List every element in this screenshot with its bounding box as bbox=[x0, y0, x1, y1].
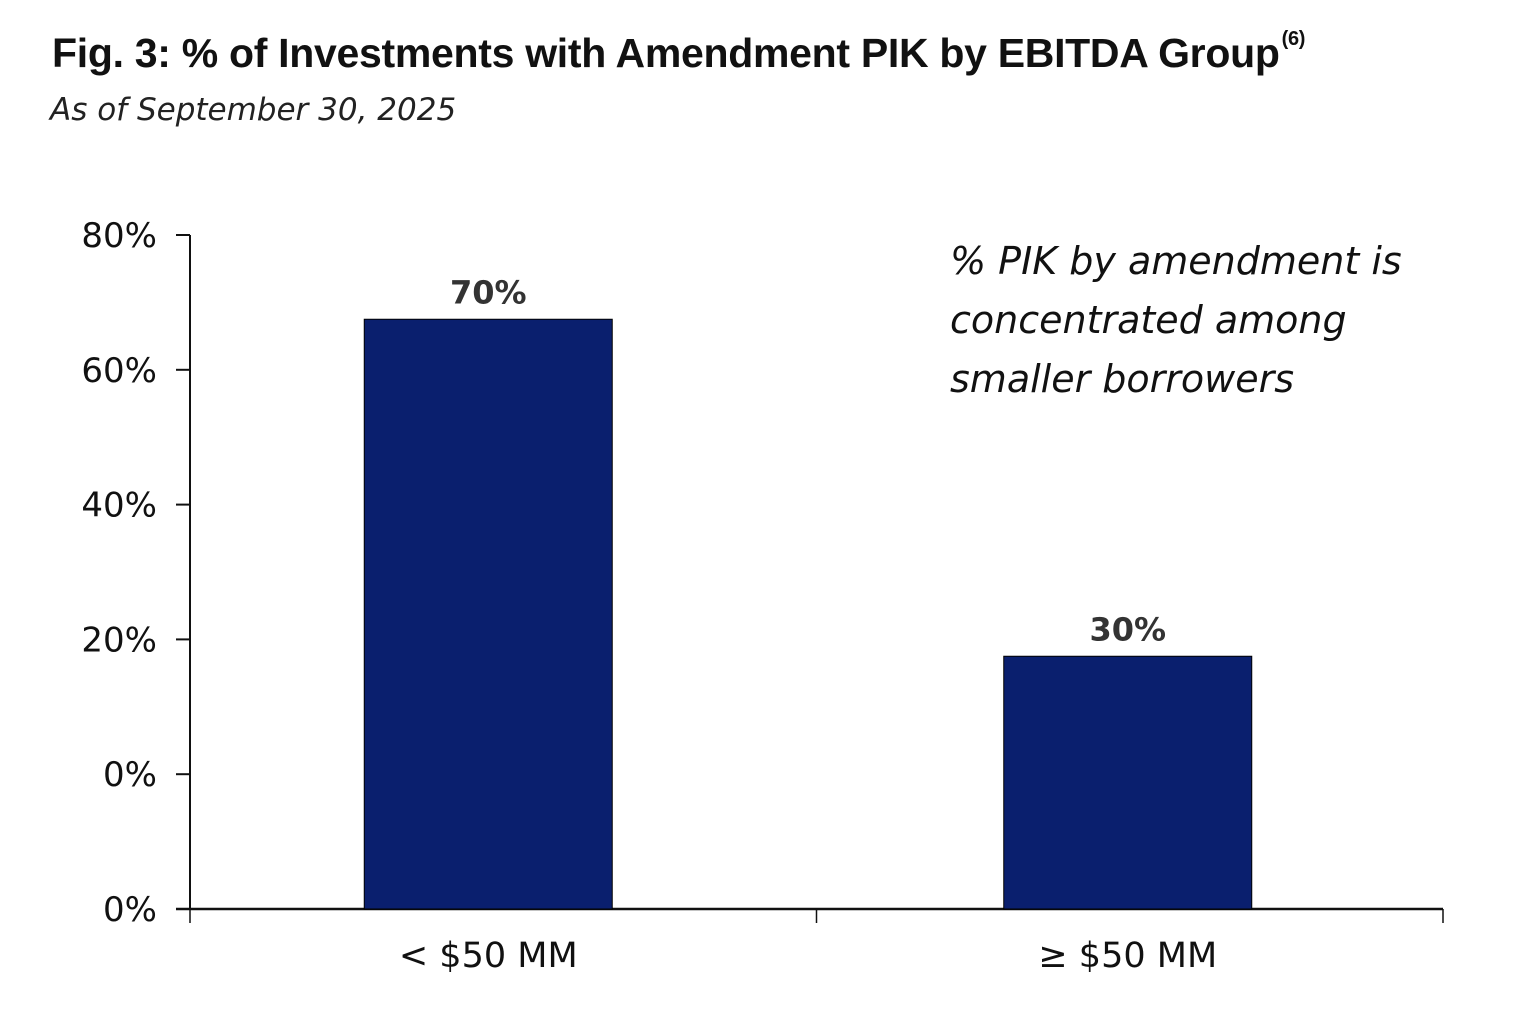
chart-title-text: Fig. 3: % of Investments with Amendment … bbox=[52, 30, 1280, 76]
bar bbox=[363, 318, 613, 910]
annotation-line: concentrated among bbox=[950, 298, 1347, 342]
bar bbox=[1003, 655, 1253, 910]
data-label: 30% bbox=[1089, 610, 1166, 648]
title-footnote: (6) bbox=[1281, 28, 1306, 50]
y-tick-label: 60% bbox=[81, 351, 157, 391]
chart-subtitle: As of September 30, 2025 bbox=[50, 92, 457, 128]
y-tick-label: 20% bbox=[81, 620, 157, 660]
y-tick-label: 0% bbox=[103, 890, 157, 930]
x-category-label: < $50 MM bbox=[399, 936, 578, 976]
chart-title: Fig. 3: % of Investments with Amendment … bbox=[52, 28, 1306, 77]
y-tick-label: 80% bbox=[81, 216, 157, 256]
y-tick-label: 40% bbox=[81, 486, 157, 526]
data-label: 70% bbox=[450, 273, 527, 311]
x-category-label: ≥ $50 MM bbox=[1038, 936, 1217, 976]
y-tick-label: 0% bbox=[103, 755, 157, 795]
annotation-line: % PIK by amendment is bbox=[950, 239, 1402, 283]
chart-annotation: % PIK by amendment is concentrated among… bbox=[950, 232, 1402, 409]
annotation-line: smaller borrowers bbox=[950, 357, 1295, 401]
